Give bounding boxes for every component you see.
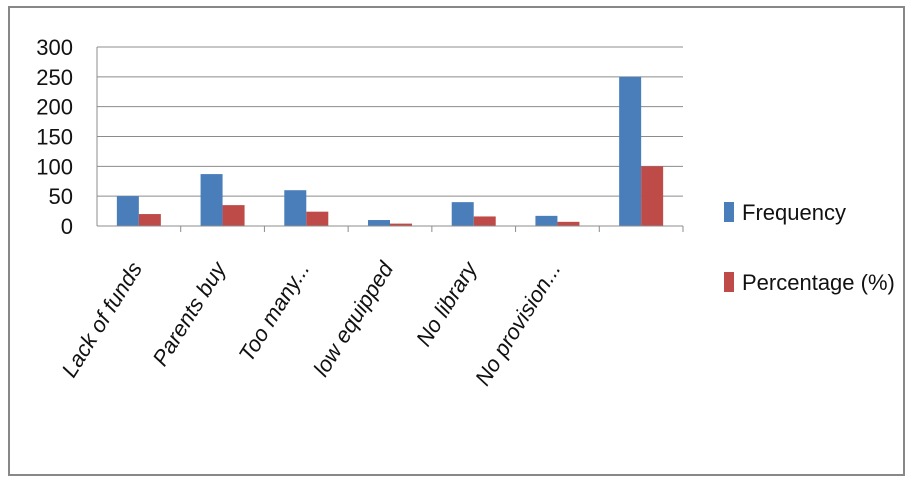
y-tick-label: 150: [36, 125, 73, 150]
x-category-label: No library: [411, 256, 483, 351]
x-category-label: Too many...: [234, 257, 315, 366]
bar-percentage: [306, 211, 329, 226]
x-category-label: No provision...: [470, 257, 566, 390]
y-tick-label: 250: [36, 65, 73, 90]
chart-frame: [8, 6, 905, 476]
x-axis: Lack of funds Parents buy Too many...low e…: [57, 225, 684, 390]
bar-frequency: [200, 174, 223, 226]
bars: [116, 76, 664, 226]
legend: Frequency Percentage (%): [724, 200, 895, 295]
bar-percentage: [557, 221, 580, 226]
legend-label: Percentage (%): [742, 270, 895, 295]
bar-frequency: [284, 190, 307, 226]
y-tick-label: 50: [49, 184, 73, 209]
bar-percentage: [641, 166, 664, 226]
x-category-label: Lack of funds: [57, 257, 148, 381]
bar-frequency: [451, 202, 474, 226]
legend-swatch: [724, 272, 734, 292]
y-tick-label: 100: [36, 154, 73, 179]
bar-frequency: [368, 220, 390, 226]
bar-frequency: [619, 76, 642, 226]
y-tick-label: 300: [36, 35, 73, 60]
bar-frequency: [535, 215, 558, 226]
y-tick-label: 200: [36, 95, 73, 120]
legend-swatch: [724, 202, 734, 222]
bar-percentage: [138, 214, 161, 226]
bar-percentage: [473, 216, 496, 226]
bar-percentage: [222, 205, 245, 226]
bar-percentage: [390, 223, 412, 226]
gridlines: [97, 46, 683, 227]
y-tick-label: 0: [61, 214, 73, 239]
y-axis: 0 50 100 150 200 250 300: [36, 35, 98, 239]
x-category-label: Parents buy: [147, 256, 231, 371]
bar-frequency: [116, 196, 139, 226]
legend-label: Frequency: [742, 200, 846, 225]
x-category-label: low equipped: [308, 257, 398, 381]
